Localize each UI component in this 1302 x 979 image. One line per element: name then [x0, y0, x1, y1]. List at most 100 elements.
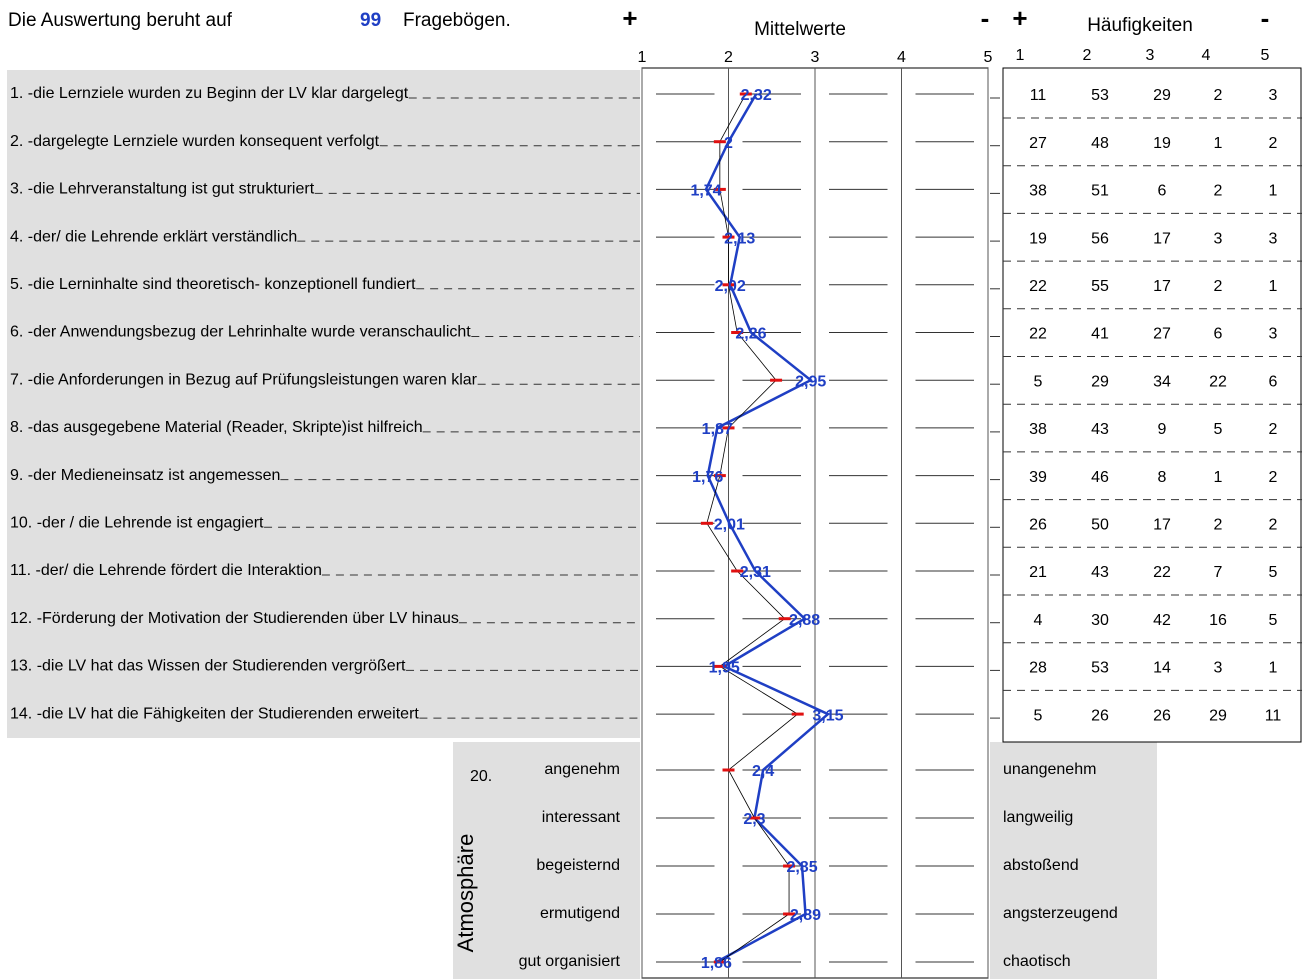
table-cell: 21 [1029, 564, 1047, 581]
table-cell: 1 [1214, 135, 1223, 152]
chart-title: Mittelwerte [754, 19, 846, 40]
item-label: 1. -die Lernziele wurden zu Beginn der L… [10, 85, 409, 102]
atmosphere-panel [453, 742, 640, 979]
table-cell: 48 [1091, 135, 1109, 152]
table-cell: 38 [1029, 183, 1047, 200]
table-column-header: 3 [1146, 47, 1155, 64]
mean-label: 2 [724, 135, 733, 152]
table-column-header: 2 [1083, 47, 1092, 64]
right-pole-label: langweilig [1003, 809, 1073, 826]
table-cell: 2 [1269, 421, 1278, 438]
table-cell: 27 [1153, 326, 1171, 343]
table-cell: 29 [1209, 707, 1227, 724]
table-cell: 5 [1269, 612, 1278, 629]
table-cell: 6 [1214, 326, 1223, 343]
left-pole-label: begeisternd [536, 857, 620, 874]
left-pole-label: interessant [542, 809, 621, 826]
mean-label: 2,95 [795, 373, 826, 390]
table-cell: 22 [1029, 326, 1047, 343]
mean-label: 2,32 [741, 87, 772, 104]
item-label: 2. -dargelegte Lernziele wurden konseque… [10, 133, 380, 150]
table-cell: 26 [1029, 517, 1047, 534]
x-tick-label: 5 [984, 49, 993, 66]
mean-label: 2,89 [790, 907, 821, 924]
right-pole-label: angsterzeugend [1003, 905, 1118, 922]
right-pole-label: abstoßend [1003, 857, 1079, 874]
table-column-header: 4 [1202, 47, 1211, 64]
right-pole-label: chaotisch [1003, 953, 1071, 970]
mean-label: 2,4 [752, 763, 774, 780]
table-cell: 9 [1158, 421, 1167, 438]
table-cell: 4 [1034, 612, 1043, 629]
header-prefix: Die Auswertung beruht auf [8, 10, 233, 31]
table-cell: 56 [1091, 230, 1109, 247]
table-column-header: 5 [1261, 47, 1270, 64]
table-cell: 1 [1269, 660, 1278, 677]
plus-sign: + [1012, 3, 1027, 33]
table-cell: 1 [1269, 278, 1278, 295]
table-cell: 3 [1269, 230, 1278, 247]
mean-label: 2,02 [715, 278, 746, 295]
right-pole-label: unangenehm [1003, 761, 1096, 778]
table-cell: 28 [1029, 660, 1047, 677]
table-cell: 6 [1158, 183, 1167, 200]
item-label: 5. -die Lerninhalte sind theoretisch- ko… [10, 276, 416, 293]
item-label: 14. -die LV hat die Fähigkeiten der Stud… [10, 705, 419, 722]
mean-label: 2,26 [735, 326, 766, 343]
table-cell: 17 [1153, 230, 1171, 247]
item-label: 4. -der/ die Lehrende erklärt verständli… [10, 228, 297, 245]
table-cell: 5 [1034, 707, 1043, 724]
x-tick-label: 4 [897, 49, 906, 66]
mean-label: 2,88 [789, 612, 820, 629]
items-panel [7, 70, 640, 738]
item-label: 3. -die Lehrveranstaltung ist gut strukt… [10, 181, 315, 198]
table-cell: 2 [1269, 469, 1278, 486]
table-cell: 5 [1214, 421, 1223, 438]
x-tick-label: 3 [811, 49, 820, 66]
table-cell: 2 [1214, 87, 1223, 104]
minus-sign: - [981, 3, 990, 33]
group-label: Atmosphäre [453, 834, 478, 953]
table-cell: 39 [1029, 469, 1047, 486]
table-cell: 50 [1091, 517, 1109, 534]
table-cell: 17 [1153, 517, 1171, 534]
table-cell: 55 [1091, 278, 1109, 295]
table-cell: 29 [1153, 87, 1171, 104]
item-label: 13. -die LV hat das Wissen der Studieren… [10, 658, 406, 675]
table-cell: 16 [1209, 612, 1227, 629]
table-cell: 30 [1091, 612, 1109, 629]
table-cell: 46 [1091, 469, 1109, 486]
group-number: 20. [470, 768, 492, 785]
header-suffix: Fragebögen. [403, 10, 511, 31]
mean-label: 1,86 [701, 955, 732, 972]
table-cell: 22 [1029, 278, 1047, 295]
table-title: Häufigkeiten [1087, 15, 1193, 36]
table-cell: 53 [1091, 87, 1109, 104]
mean-label: 1,74 [690, 183, 721, 200]
table-cell: 51 [1091, 183, 1109, 200]
table-cell: 14 [1153, 660, 1171, 677]
left-pole-label: ermutigend [540, 905, 620, 922]
table-cell: 22 [1209, 373, 1227, 390]
table-cell: 8 [1158, 469, 1167, 486]
table-frame [1002, 67, 1302, 743]
mean-label: 1,87 [702, 421, 733, 438]
table-cell: 22 [1153, 564, 1171, 581]
mean-label: 3,15 [812, 707, 843, 724]
table-cell: 3 [1269, 326, 1278, 343]
mean-label: 2,85 [786, 859, 817, 876]
item-label: 12. -Förderung der Motivation der Studie… [10, 610, 459, 627]
table-cell: 2 [1269, 135, 1278, 152]
table-cell: 2 [1269, 517, 1278, 534]
item-label: 11. -der/ die Lehrende fördert die Inter… [10, 562, 322, 579]
item-label: 10. -der / die Lehrende ist engagiert [10, 515, 264, 532]
table-cell: 19 [1029, 230, 1047, 247]
item-label: 7. -die Anforderungen in Bezug auf Prüfu… [10, 371, 478, 388]
table-cell: 1 [1214, 469, 1223, 486]
table-column-header: 1 [1016, 47, 1025, 64]
x-tick-label: 1 [638, 49, 647, 66]
table-cell: 43 [1091, 564, 1109, 581]
table-cell: 6 [1269, 373, 1278, 390]
item-label: 6. -der Anwendungsbezug der Lehrinhalte … [10, 324, 471, 341]
